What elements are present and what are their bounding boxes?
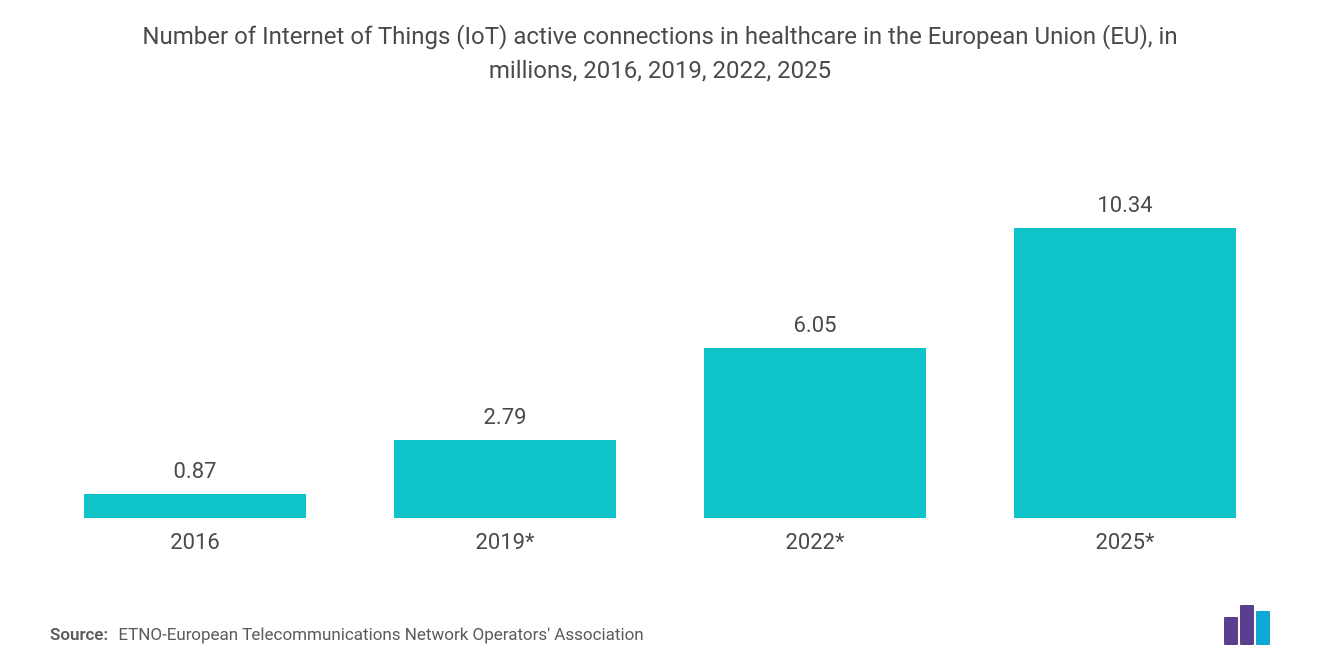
bar-group-3: 10.34 — [990, 137, 1260, 518]
x-tick: 2019* — [370, 530, 640, 555]
source-label: Source: — [50, 625, 108, 645]
x-axis: 2016 2019* 2022* 2025* — [40, 518, 1280, 555]
source-text: ETNO-European Telecommunications Network… — [118, 625, 643, 645]
bar-group-1: 2.79 — [370, 137, 640, 518]
logo-bar-1 — [1240, 605, 1254, 645]
x-tick: 2016 — [60, 530, 330, 555]
bar-rect — [704, 348, 925, 518]
bar-rect — [84, 494, 305, 518]
source-line: Source: ETNO-European Telecommunications… — [50, 625, 644, 645]
bar-value-label: 2.79 — [484, 405, 527, 430]
chart-title: Number of Internet of Things (IoT) activ… — [40, 20, 1280, 97]
x-tick: 2022* — [680, 530, 950, 555]
x-tick: 2025* — [990, 530, 1260, 555]
plot-area: 0.87 2.79 6.05 10.34 — [40, 97, 1280, 518]
logo-bar-0 — [1224, 617, 1238, 645]
bar-value-label: 10.34 — [1097, 193, 1152, 218]
bar-value-label: 6.05 — [794, 313, 837, 338]
bar-rect — [394, 440, 615, 518]
bar-value-label: 0.87 — [174, 459, 217, 484]
bar-group-2: 6.05 — [680, 137, 950, 518]
brand-logo — [1224, 605, 1270, 645]
bar-rect — [1014, 228, 1235, 518]
bar-group-0: 0.87 — [60, 137, 330, 518]
chart-container: Number of Internet of Things (IoT) activ… — [0, 0, 1320, 665]
footer: Source: ETNO-European Telecommunications… — [40, 555, 1280, 645]
logo-bar-2 — [1256, 611, 1270, 645]
